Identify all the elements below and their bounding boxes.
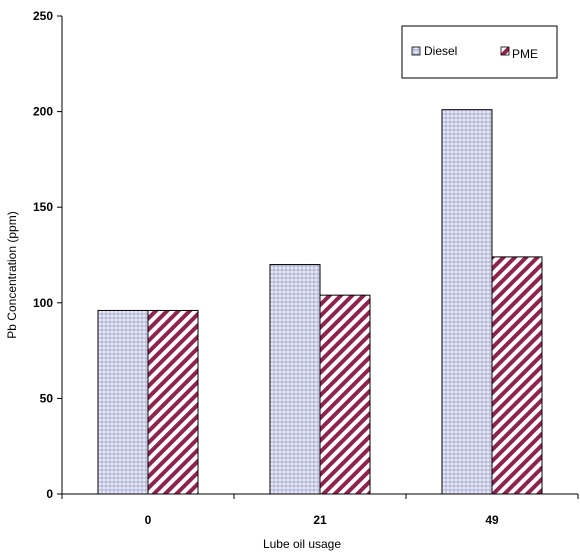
y-tick-label: 50 [40, 391, 54, 405]
x-axis-ticks: 0 21 49 [61, 494, 579, 527]
y-axis-title: Pb Concentration (ppm) [5, 211, 19, 338]
x-tick-label: 21 [313, 513, 327, 527]
legend-label-diesel: Diesel [424, 44, 457, 58]
legend-box [401, 25, 558, 79]
x-tick-label: 0 [145, 513, 152, 527]
bars [97, 109, 543, 495]
bar-diesel-49 [441, 109, 493, 495]
y-tick-label: 200 [33, 105, 53, 119]
bar-pme-21 [319, 294, 371, 495]
bar-diesel-21 [269, 264, 321, 495]
y-axis-ticks: 0 50 100 150 200 250 [33, 9, 62, 501]
legend-swatch-pme [500, 46, 510, 56]
x-tick-label: 49 [485, 513, 499, 527]
bar-pme-0 [147, 309, 199, 495]
legend-swatch-diesel [411, 46, 421, 56]
bar-diesel-0 [97, 309, 149, 495]
x-axis-title: Lube oil usage [263, 537, 341, 551]
y-tick-label: 0 [46, 487, 53, 501]
legend-label-pme: PME [512, 47, 538, 61]
bar-pme-49 [491, 256, 543, 495]
y-tick-label: 250 [33, 9, 53, 23]
legend: Diesel PME [401, 25, 558, 79]
y-tick-label: 100 [33, 296, 53, 310]
y-tick-label: 150 [33, 200, 53, 214]
